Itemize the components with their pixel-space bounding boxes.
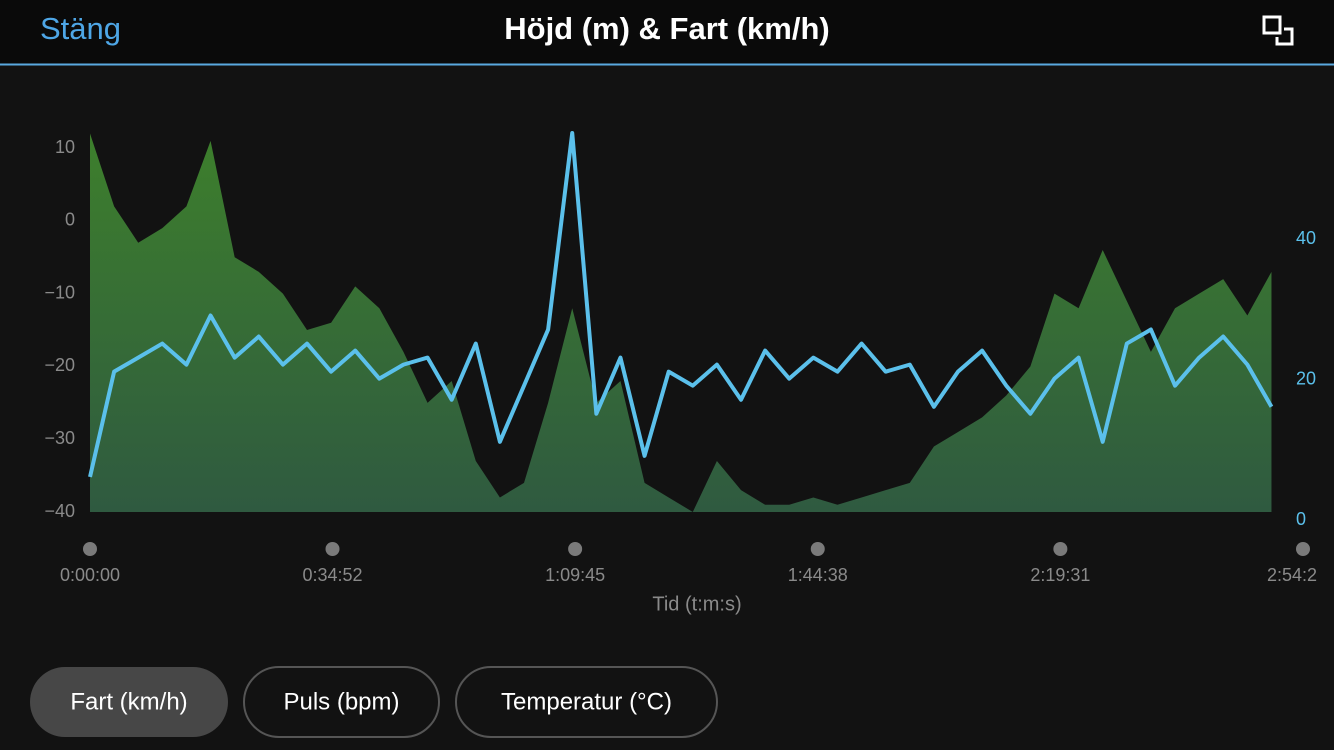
tab-button-bg[interactable] <box>30 667 228 737</box>
x-tick-dot <box>810 542 825 556</box>
x-tick-dot <box>1053 542 1068 556</box>
y-tick-label: 10 <box>55 137 75 157</box>
x-tick-label: 2:54:2 <box>1267 565 1317 585</box>
tab-button[interactable]: Fart (km/h) <box>30 667 228 737</box>
tab-button-label[interactable]: Puls (bpm) <box>283 688 399 715</box>
header-bar <box>0 0 1334 64</box>
x-tick-dot <box>568 542 583 556</box>
y2-tick-label: 40 <box>1296 228 1316 248</box>
y-tick-label: −30 <box>44 428 75 448</box>
tab-button-bg[interactable] <box>243 666 440 738</box>
close-button[interactable]: Stäng <box>40 11 121 46</box>
chart: −40 −30 −20 −10 0 10 0 20 40 0:00:00 0:34:52 1:09:4… <box>44 131 1317 615</box>
y2-tick-label: 0 <box>1296 509 1306 529</box>
x-tick-label: 1:44:38 <box>788 565 848 585</box>
x-axis-title: Tid (t:m:s) <box>652 593 741 615</box>
y2-tick-label: 20 <box>1296 368 1316 388</box>
x-tick-label: 0:00:00 <box>60 565 120 585</box>
y-tick-label: −10 <box>44 282 75 302</box>
tab-button-label[interactable]: Temperatur (°C) <box>501 688 672 715</box>
x-tick-label: 2:19:31 <box>1030 565 1090 585</box>
x-tick-dot <box>325 542 340 556</box>
fullscreen-icon[interactable] <box>1262 15 1294 46</box>
tab-button-label[interactable]: Fart (km/h) <box>70 688 187 715</box>
y-tick-label: 0 <box>65 210 75 230</box>
y-tick-label: −40 <box>44 501 75 521</box>
speed-line <box>88 131 1274 478</box>
x-tick-label: 1:09:45 <box>545 565 605 585</box>
tab-button-bg[interactable] <box>455 666 718 738</box>
x-tick-dot <box>83 542 97 556</box>
header-title: Höjd (m) & Fart (km/h) <box>504 11 830 46</box>
elevation-area <box>90 133 1272 513</box>
y-tick-label: −20 <box>44 355 75 375</box>
tab-button[interactable]: Puls (bpm) <box>243 666 440 738</box>
x-tick-label: 0:34:52 <box>302 565 362 585</box>
tab-button[interactable]: Temperatur (°C) <box>455 666 718 738</box>
x-tick-dot <box>1296 542 1310 556</box>
